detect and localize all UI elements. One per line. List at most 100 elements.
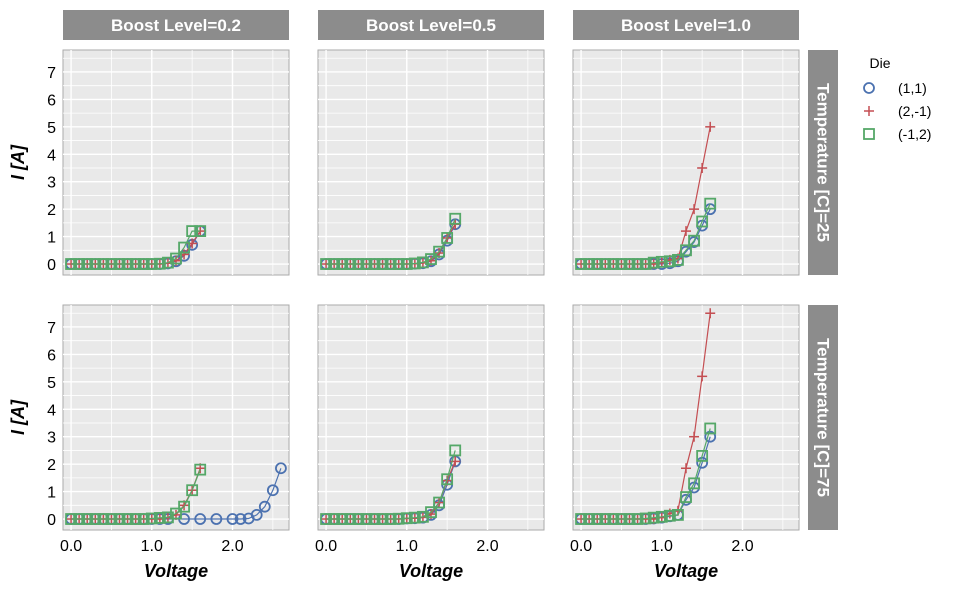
- row-strip-label: Temperature [C]=75: [814, 338, 833, 497]
- data-point: [672, 254, 684, 266]
- data-point: [320, 513, 332, 525]
- data-point: [170, 507, 182, 520]
- data-point: [631, 513, 644, 525]
- data-point: [336, 258, 349, 270]
- data-point: [65, 513, 77, 525]
- data-point: [250, 509, 263, 521]
- column-strip: [63, 10, 289, 40]
- data-point: [186, 484, 199, 497]
- data-point: [97, 258, 110, 270]
- data-point: [449, 212, 462, 225]
- data-point: [384, 513, 397, 525]
- data-point: [433, 245, 445, 258]
- data-point: [162, 511, 174, 524]
- data-point: [705, 121, 716, 132]
- data-point: [73, 513, 86, 525]
- y-tick-label: 1: [47, 230, 56, 247]
- y-tick-label: 2: [47, 457, 56, 474]
- data-point: [417, 256, 429, 269]
- data-point: [129, 513, 142, 525]
- column-strip-label: Boost Level=1.0: [621, 16, 751, 35]
- x-tick-label: 1.0: [396, 538, 418, 555]
- data-point: [599, 258, 612, 270]
- x-tick-label: 0.0: [570, 538, 592, 555]
- data-point: [575, 258, 587, 270]
- data-point: [275, 462, 287, 475]
- panel-r1-c1: [317, 304, 545, 531]
- panel-r0-c1: [317, 49, 545, 276]
- y-tick-label: 4: [47, 147, 56, 164]
- data-point: [639, 512, 652, 525]
- legend-title: Die: [869, 55, 890, 71]
- column-strip-label: Boost Level=0.2: [111, 16, 241, 35]
- column-strip: [318, 10, 544, 40]
- data-point: [328, 258, 341, 270]
- data-point: [360, 258, 373, 270]
- data-point: [194, 513, 207, 525]
- data-point: [368, 258, 381, 270]
- data-point: [575, 513, 587, 525]
- data-point: [384, 258, 397, 270]
- x-axis-title: Voltage: [144, 561, 208, 581]
- plot-area: [317, 49, 545, 276]
- data-point: [392, 258, 405, 270]
- data-point: [639, 258, 652, 270]
- data-point: [376, 513, 389, 525]
- data-point: [89, 513, 102, 525]
- y-axis-title: I [A]: [8, 399, 28, 435]
- data-point: [113, 513, 126, 525]
- y-tick-label: 6: [47, 347, 56, 364]
- data-point: [449, 444, 462, 457]
- column-strip-label: Boost Level=0.5: [366, 16, 496, 35]
- data-point: [623, 258, 636, 270]
- data-point: [81, 513, 94, 525]
- data-point: [433, 496, 445, 509]
- data-point: [392, 512, 405, 525]
- data-point: [689, 204, 700, 215]
- data-point: [81, 258, 94, 270]
- data-point: [73, 258, 86, 270]
- data-point: [583, 258, 596, 270]
- panel-r1-c0: [62, 304, 290, 531]
- panel-r1-c2: [572, 304, 800, 531]
- data-point: [89, 258, 102, 270]
- x-tick-label: 0.0: [60, 538, 82, 555]
- legend-marker: [863, 82, 875, 94]
- data-point: [441, 473, 454, 486]
- data-point: [344, 513, 357, 525]
- x-axis-title: Voltage: [399, 561, 463, 581]
- data-point: [696, 450, 709, 462]
- y-tick-label: 1: [47, 485, 56, 502]
- legend-entry-label: (1,1): [898, 80, 927, 96]
- x-tick-label: 1.0: [141, 538, 163, 555]
- data-point: [689, 431, 700, 442]
- data-point: [697, 371, 708, 382]
- data-point: [97, 513, 110, 525]
- data-point: [647, 511, 660, 524]
- y-tick-label: 5: [47, 375, 56, 392]
- data-point: [663, 509, 676, 522]
- y-tick-label: 2: [47, 202, 56, 219]
- y-tick-label: 5: [47, 120, 56, 137]
- data-point: [696, 215, 709, 228]
- data-point: [623, 513, 636, 525]
- plot-area: [572, 49, 800, 276]
- data-point: [258, 500, 271, 513]
- data-point: [320, 258, 332, 270]
- data-point: [137, 258, 150, 270]
- x-tick-label: 0.0: [315, 538, 337, 555]
- legend-marker: [863, 128, 875, 140]
- data-point: [408, 257, 421, 270]
- data-point: [681, 463, 691, 474]
- legend: Die (1,1) (2,-1) (-1,2): [863, 55, 931, 142]
- plot-area: [62, 304, 290, 531]
- y-tick-label: 4: [47, 402, 56, 419]
- data-point: [631, 258, 644, 270]
- data-point: [234, 513, 247, 525]
- data-point: [145, 512, 158, 525]
- data-point: [681, 226, 691, 237]
- data-point: [688, 477, 700, 490]
- data-point: [194, 463, 207, 476]
- y-tick-label: 7: [47, 65, 56, 82]
- data-point: [672, 509, 684, 521]
